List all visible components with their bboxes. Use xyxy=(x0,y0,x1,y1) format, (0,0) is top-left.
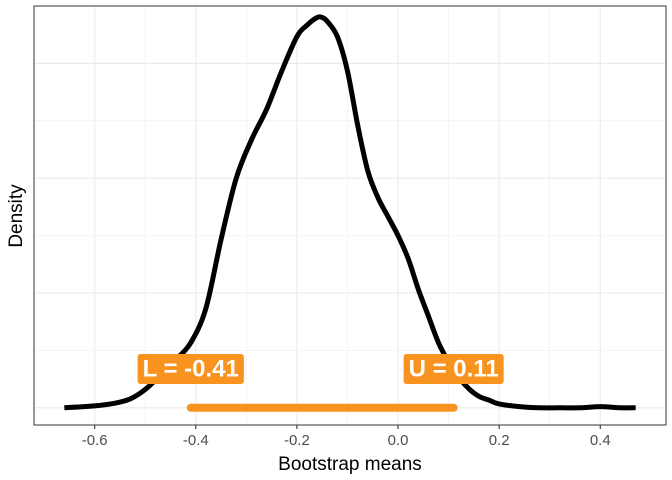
upper-bound-label-background xyxy=(403,354,504,384)
x-tick-label: 0.4 xyxy=(590,432,611,449)
lower-bound-label-background xyxy=(137,354,244,384)
x-tick-label: 0.2 xyxy=(489,432,510,449)
y-axis-title: Density xyxy=(6,184,27,248)
plot-panel xyxy=(34,6,666,425)
upper-bound-label: U = 0.11 xyxy=(403,354,504,384)
upper-bound-label-text: U = 0.11 xyxy=(409,356,499,383)
density-curve xyxy=(64,14,636,411)
x-tick-label: 0.0 xyxy=(388,432,409,449)
x-tick-label: -0.4 xyxy=(183,432,209,449)
x-axis-ticks xyxy=(94,425,601,429)
x-axis-tick-labels: -0.6 -0.4 -0.2 0.0 0.2 0.4 xyxy=(82,432,611,449)
lower-bound-label-text: L = -0.41 xyxy=(143,356,239,383)
lower-bound-label: L = -0.41 xyxy=(137,354,244,384)
x-tick-label: -0.6 xyxy=(82,432,108,449)
plot-panel-border xyxy=(33,5,667,426)
x-tick-label: -0.2 xyxy=(284,432,310,449)
x-axis-title: Bootstrap means xyxy=(278,454,422,475)
